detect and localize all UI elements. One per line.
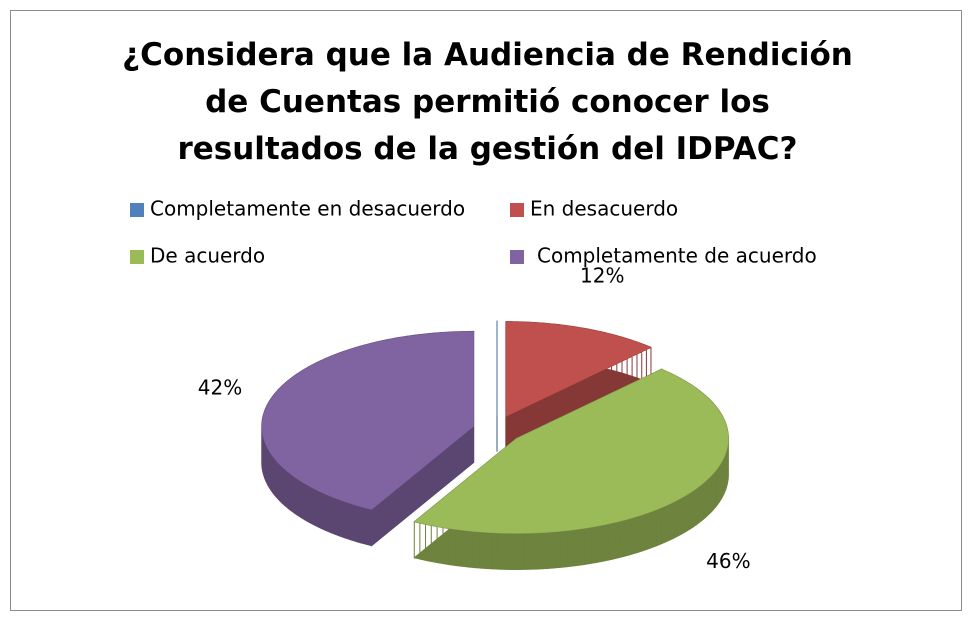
chart-frame: [10, 10, 962, 611]
legend-label: De acuerdo: [150, 244, 265, 268]
legend-swatch: [130, 250, 144, 264]
chart-title: ¿Considera que la Audiencia de Rendición…: [122, 37, 853, 167]
pie-slice: [505, 321, 652, 418]
data-label: 42%: [198, 376, 242, 400]
legend-swatch: [130, 203, 144, 217]
data-label: 46%: [706, 549, 750, 573]
legend-label: Completamente de acuerdo: [537, 244, 817, 268]
pie-slice: [261, 331, 475, 510]
legend-label: En desacuerdo: [530, 197, 678, 221]
legend-label: Completamente en desacuerdo: [150, 197, 465, 221]
data-label: 12%: [580, 264, 624, 288]
legend-swatch: [510, 203, 524, 217]
legend-swatch: [510, 250, 524, 264]
pie-slice: [413, 368, 729, 534]
